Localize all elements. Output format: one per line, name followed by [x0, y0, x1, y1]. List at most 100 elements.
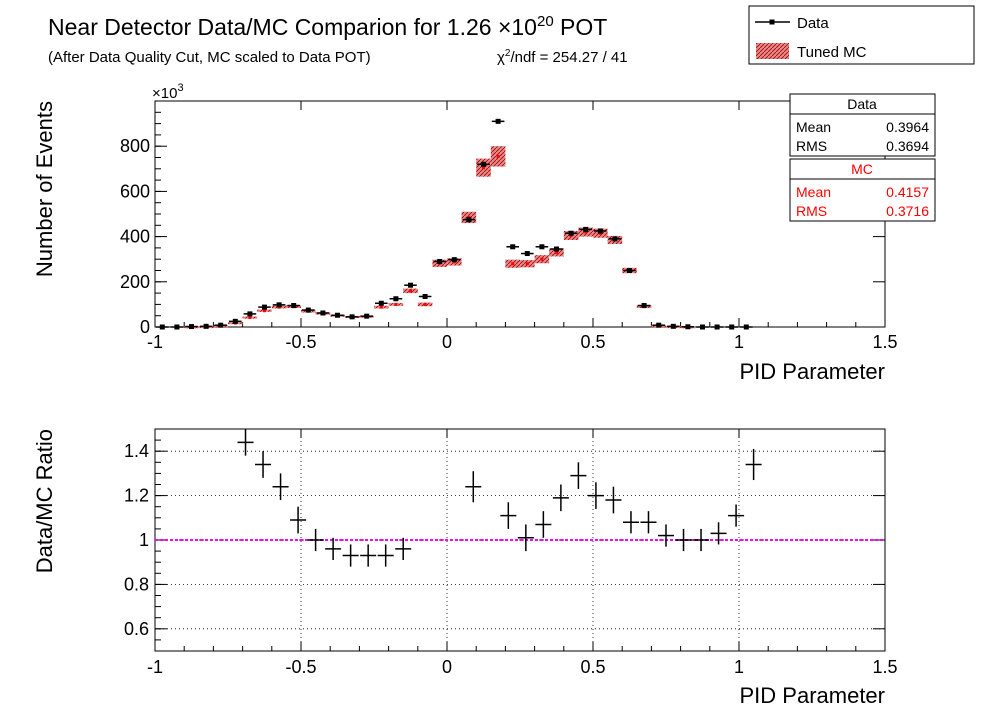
- stats-mc-rms-label: RMS: [796, 203, 827, 219]
- data-point: [203, 323, 209, 329]
- stats-data-title: Data: [847, 96, 877, 112]
- data-point: [247, 311, 253, 317]
- data-point: [451, 257, 457, 263]
- x-tick-label: -0.5: [285, 657, 316, 677]
- data-point: [729, 324, 735, 330]
- data-point: [305, 307, 311, 313]
- stats-mc-rms-value: 0.3716: [886, 203, 929, 219]
- data-point: [320, 310, 326, 316]
- stats-data-rms-label: RMS: [796, 138, 827, 154]
- stats-data-mean-label: Mean: [796, 119, 831, 135]
- data-point: [378, 300, 384, 306]
- bottom-y-axis-label: Data/MC Ratio: [32, 429, 57, 573]
- data-point: [349, 314, 355, 320]
- data-point: [524, 251, 530, 257]
- data-point: [466, 217, 472, 223]
- data-point: [232, 318, 238, 324]
- mc-point: [394, 302, 398, 306]
- legend-data-marker: [755, 19, 790, 25]
- mc-point: [540, 257, 544, 261]
- data-point: [554, 246, 559, 252]
- y-tick-label: 0: [140, 317, 150, 337]
- x-tick-label: -0.5: [285, 332, 316, 352]
- data-point: [495, 118, 501, 124]
- top-y-axis-label: Number of Events: [32, 101, 57, 277]
- chart-title: Near Detector Data/MC Comparion for 1.26…: [48, 13, 607, 40]
- x-tick-label: 0.5: [580, 332, 605, 352]
- y-multiplier-label: ×103: [152, 82, 184, 102]
- data-point: [539, 244, 545, 250]
- data-point: [276, 302, 282, 308]
- x-tick-label: 0: [442, 657, 452, 677]
- y-tick-label: 400: [120, 227, 150, 247]
- mc-point: [482, 166, 485, 170]
- bottom-x-axis-label: PID Parameter: [740, 683, 886, 708]
- data-point: [159, 324, 165, 330]
- stats-box-mc: MC Mean 0.4157 RMS 0.3716: [789, 158, 936, 222]
- x-tick-label: 1: [734, 332, 744, 352]
- mc-point: [584, 230, 588, 234]
- mc-point: [511, 262, 515, 266]
- mc-histogram: [184, 146, 696, 329]
- ratio-points: [237, 429, 762, 567]
- bottom-panel: -1 -0.5 0 0.5 1 1.5 0.6 0.8 1 1.2 1.4 PID Paramete…: [32, 428, 898, 708]
- x-tick-label: -1: [147, 332, 163, 352]
- y-tick-label: 0.8: [124, 574, 149, 594]
- mc-point: [379, 305, 383, 309]
- x-tick-label: 1.5: [872, 657, 897, 677]
- data-point: [685, 324, 691, 330]
- stats-mc-mean-value: 0.4157: [886, 184, 929, 200]
- y-tick-label: 600: [120, 181, 150, 201]
- data-point: [700, 324, 705, 330]
- top-plot-frame: [154, 100, 886, 328]
- data-point: [174, 324, 180, 330]
- bottom-grid: [155, 429, 885, 651]
- data-point: [714, 324, 720, 330]
- x-tick-label: 1.5: [872, 332, 897, 352]
- data-point: [670, 323, 676, 329]
- mc-point: [496, 154, 500, 158]
- data-point: [641, 303, 647, 309]
- data-point: [656, 322, 662, 328]
- mc-point: [248, 316, 252, 320]
- top-panel: -1 -0.5 0 0.5 1 1.5 0 200 400 600 800 ×103 PID Par…: [32, 82, 936, 384]
- data-point: [627, 268, 632, 273]
- bottom-axis-ticks: -1 -0.5 0 0.5 1 1.5 0.6 0.8 1 1.2 1.4: [124, 428, 898, 677]
- data-point: [612, 236, 618, 242]
- chart-subtitle: (After Data Quality Cut, MC scaled to Da…: [48, 49, 371, 66]
- mc-point: [263, 309, 266, 313]
- stats-box-data: Data Mean 0.3964 RMS 0.3694: [789, 93, 936, 157]
- data-point: [408, 282, 413, 288]
- mc-point: [555, 250, 558, 254]
- mc-point: [409, 289, 412, 293]
- stats-mc-mean-label: Mean: [796, 184, 831, 200]
- x-tick-label: 0: [442, 332, 452, 352]
- data-point: [568, 230, 574, 236]
- y-tick-label: 1.2: [124, 486, 149, 506]
- y-tick-label: 1.4: [124, 441, 149, 461]
- data-point: [218, 322, 224, 328]
- mc-point: [423, 302, 427, 306]
- top-x-axis-label: PID Parameter: [740, 359, 886, 384]
- data-point: [291, 303, 297, 309]
- chi2-label: χ2/ndf = 254.27 / 41: [497, 48, 628, 66]
- legend: Data Tuned MC: [748, 5, 975, 65]
- data-point: [189, 324, 194, 330]
- y-tick-label: 1: [139, 530, 149, 550]
- data-point: [481, 161, 486, 167]
- data-point: [393, 296, 399, 302]
- data-point: [422, 293, 428, 299]
- x-tick-label: 0.5: [580, 657, 605, 677]
- data-histogram: [156, 118, 753, 330]
- top-axis-ticks: -1 -0.5 0 0.5 1 1.5 0 200 400 600 800: [120, 101, 898, 352]
- x-tick-label: 1: [734, 657, 744, 677]
- data-point: [597, 228, 603, 234]
- y-tick-label: 200: [120, 272, 150, 292]
- legend-mc-label: Tuned MC: [797, 44, 867, 61]
- stats-data-mean-value: 0.3964: [886, 119, 929, 135]
- data-point: [510, 244, 516, 250]
- y-tick-label: 0.6: [124, 619, 149, 639]
- legend-data-label: Data: [797, 15, 829, 32]
- x-tick-label: -1: [147, 657, 163, 677]
